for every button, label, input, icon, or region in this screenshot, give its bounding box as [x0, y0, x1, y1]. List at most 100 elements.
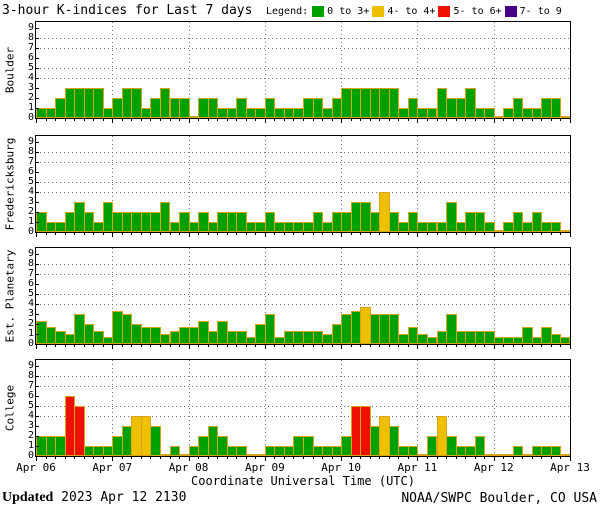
minor-tick: [255, 233, 257, 235]
y-tick-label: 0: [27, 450, 34, 461]
k-index-bar: [550, 446, 562, 456]
minor-tick: [64, 345, 66, 347]
minor-tick: [274, 457, 276, 459]
y-tick: [36, 376, 39, 377]
minor-tick: [446, 345, 448, 347]
day-tick: [112, 345, 114, 349]
y-tick-label: 3: [27, 308, 34, 319]
minor-tick: [198, 233, 200, 235]
minor-tick: [331, 457, 333, 459]
minor-tick: [121, 119, 123, 121]
legend-swatch: [504, 6, 517, 17]
minor-tick: [226, 119, 228, 121]
k-index-bar: [131, 88, 142, 118]
minor-tick: [198, 345, 200, 347]
minor-tick: [331, 119, 333, 121]
minor-tick: [312, 345, 314, 347]
minor-tick: [369, 233, 371, 235]
y-tick-label: 7: [27, 268, 34, 279]
day-gridline: [188, 248, 190, 344]
y-gridline-4: [36, 78, 570, 79]
minor-tick: [360, 345, 362, 347]
minor-tick: [407, 345, 409, 347]
minor-tick: [512, 119, 514, 121]
minor-tick: [83, 457, 85, 459]
y-tick: [36, 294, 39, 295]
minor-tick: [293, 233, 295, 235]
day-tick: [570, 345, 571, 349]
y-gridline-5: [36, 182, 570, 183]
minor-tick: [560, 119, 562, 121]
day-gridline: [264, 136, 266, 232]
minor-tick: [369, 345, 371, 347]
k-index-bar: [388, 426, 400, 456]
minor-tick: [522, 119, 524, 121]
y-tick: [36, 436, 39, 437]
k-index-bar: [550, 222, 562, 232]
minor-tick: [541, 345, 543, 347]
minor-tick: [131, 457, 133, 459]
minor-tick: [83, 345, 85, 347]
minor-tick: [150, 457, 152, 459]
minor-tick: [407, 119, 409, 121]
minor-tick: [550, 119, 552, 121]
legend-swatch: [372, 6, 385, 17]
station-label: Fredericksburg: [3, 137, 17, 231]
minor-tick: [45, 345, 47, 347]
day-tick: [264, 345, 266, 349]
minor-tick: [236, 233, 238, 235]
k-index-bar: [264, 314, 276, 344]
k-index-bar: [512, 446, 524, 456]
legend-swatch: [312, 6, 325, 17]
y-tick: [36, 264, 39, 265]
minor-tick: [283, 345, 285, 347]
minor-tick: [455, 345, 457, 347]
panel-boulder: [35, 21, 571, 119]
k-index-bar: [550, 98, 562, 118]
y-tick-label: 5: [27, 176, 34, 187]
minor-tick: [455, 119, 457, 121]
y-tick-label: 1: [27, 440, 34, 451]
y-tick: [36, 212, 39, 213]
y-tick-label: 4: [27, 72, 34, 83]
minor-tick: [159, 119, 161, 121]
minor-tick: [312, 119, 314, 121]
minor-tick: [474, 345, 476, 347]
minor-tick: [388, 119, 390, 121]
y-gridline-7: [36, 386, 570, 387]
y-tick: [36, 142, 39, 143]
minor-tick: [140, 345, 142, 347]
y-tick: [36, 446, 39, 447]
minor-tick: [45, 233, 47, 235]
minor-tick: [484, 119, 486, 121]
minor-tick: [379, 457, 381, 459]
day-gridline: [417, 360, 419, 456]
y-tick: [36, 78, 39, 79]
minor-tick: [207, 457, 209, 459]
y-gridline-5: [36, 406, 570, 407]
minor-tick: [484, 457, 486, 459]
day-gridline: [341, 22, 343, 118]
day-tick: [341, 233, 343, 237]
y-tick: [36, 202, 39, 203]
y-tick-label: 7: [27, 380, 34, 391]
day-tick: [493, 119, 495, 123]
minor-tick: [226, 457, 228, 459]
y-tick-label: 2: [27, 318, 34, 329]
minor-tick: [522, 457, 524, 459]
minor-tick: [388, 457, 390, 459]
minor-tick: [522, 345, 524, 347]
minor-tick: [388, 233, 390, 235]
y-tick: [36, 274, 39, 275]
k-index-bar: [388, 88, 400, 118]
legend-item: 5- to 6+: [438, 6, 502, 17]
day-gridline: [493, 136, 495, 232]
minor-tick: [465, 233, 467, 235]
k-index-bar: [93, 88, 104, 118]
day-tick: [264, 457, 266, 461]
minor-tick: [255, 457, 257, 459]
k-index-bar: [465, 88, 476, 118]
minor-tick: [560, 457, 562, 459]
y-tick: [36, 314, 39, 315]
updated-timestamp: Updated 2023 Apr 12 2130: [2, 490, 186, 506]
